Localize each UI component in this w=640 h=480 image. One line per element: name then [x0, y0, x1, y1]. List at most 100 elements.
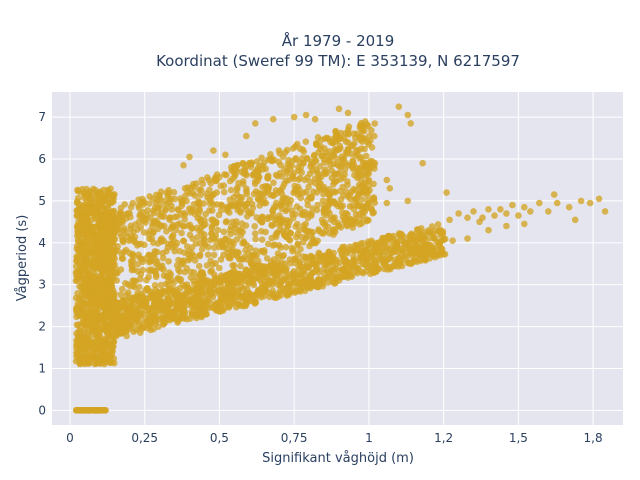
scatter-point: [354, 167, 362, 175]
scatter-point: [395, 103, 403, 110]
scatter-point: [75, 247, 83, 255]
scatter-point: [345, 217, 352, 225]
scatter-point: [292, 156, 300, 163]
scatter-point: [368, 127, 375, 134]
scatter-point: [243, 132, 250, 140]
scatter-point: [222, 297, 229, 304]
scatter-point: [304, 197, 311, 204]
x-tick-label: 1,2: [434, 431, 453, 445]
scatter-point: [147, 214, 154, 221]
scatter-point: [156, 299, 163, 306]
scatter-point: [441, 235, 449, 243]
scatter-point: [85, 271, 93, 279]
scatter-point: [317, 173, 325, 181]
scatter-point: [159, 254, 167, 262]
scatter-point: [195, 210, 202, 217]
scatter-point: [345, 123, 353, 130]
scatter-point: [485, 226, 492, 234]
scatter-point: [371, 120, 379, 127]
scatter-point: [176, 220, 183, 227]
scatter-point: [304, 284, 311, 291]
scatter-point: [103, 210, 110, 218]
scatter-point: [160, 272, 168, 279]
scatter-point: [195, 198, 202, 205]
scatter-point: [339, 253, 347, 260]
scatter-point: [158, 235, 165, 242]
scatter-point: [359, 239, 366, 247]
scatter-point: [294, 240, 302, 248]
scatter-point: [168, 206, 175, 213]
scatter-point: [476, 218, 483, 226]
scatter-point: [290, 113, 298, 121]
scatter-point: [379, 234, 387, 242]
scatter-point: [227, 223, 235, 230]
scatter-point: [217, 182, 224, 190]
scatter-point: [198, 245, 206, 253]
scatter-point: [193, 290, 200, 298]
scatter-point: [203, 190, 210, 197]
scatter-point: [198, 229, 205, 237]
scatter-point: [428, 223, 436, 230]
scatter-point: [108, 194, 116, 202]
scatter-point: [93, 321, 101, 329]
scatter-point: [170, 189, 178, 196]
scatter-point: [188, 308, 195, 316]
scatter-point: [317, 180, 325, 188]
scatter-point: [337, 187, 344, 195]
scatter-point: [155, 323, 162, 331]
scatter-point: [205, 243, 212, 251]
scatter-point: [327, 253, 334, 261]
scatter-point: [75, 327, 83, 335]
scatter-point: [146, 258, 153, 266]
scatter-point: [182, 283, 189, 290]
scatter-point: [195, 186, 203, 193]
scatter-point: [178, 306, 186, 314]
scatter-point: [344, 109, 352, 117]
scatter-point: [99, 269, 106, 276]
scatter-point: [136, 212, 143, 220]
scatter-point: [212, 306, 220, 314]
scatter-point: [407, 247, 414, 254]
scatter-point: [139, 217, 147, 225]
scatter-point: [129, 235, 136, 242]
scatter-point: [252, 235, 259, 243]
scatter-point: [107, 269, 115, 277]
scatter-point: [207, 198, 215, 205]
scatter-point: [104, 318, 111, 326]
scatter-point: [86, 299, 94, 307]
scatter-point: [251, 180, 259, 188]
scatter-point: [202, 210, 209, 218]
scatter-point: [365, 170, 373, 177]
scatter-point: [171, 195, 179, 203]
scatter-point: [117, 291, 124, 299]
scatter-point: [335, 132, 342, 140]
scatter-point: [370, 209, 378, 216]
scatter-point: [139, 258, 146, 266]
scatter-point: [84, 321, 92, 328]
scatter-point: [250, 254, 257, 261]
scatter-point: [332, 178, 339, 186]
scatter-point: [247, 210, 254, 217]
scatter-point: [171, 213, 179, 221]
scatter-point: [180, 257, 188, 264]
scatter-point: [302, 138, 310, 145]
scatter-point: [196, 216, 204, 224]
scatter-point: [108, 218, 115, 226]
scatter-point: [227, 186, 235, 194]
scatter-point: [455, 210, 462, 217]
scatter-point: [181, 268, 189, 276]
scatter-point: [290, 268, 298, 275]
scatter-point: [168, 234, 175, 241]
scatter-point: [289, 211, 296, 218]
scatter-point: [88, 349, 95, 356]
scatter-point: [134, 314, 141, 321]
scatter-point: [181, 211, 189, 219]
x-tick-label: 0,75: [281, 431, 308, 445]
scatter-point: [221, 291, 229, 298]
scatter-point: [331, 188, 338, 195]
scatter-point: [112, 247, 119, 254]
scatter-point: [199, 180, 207, 188]
scatter-point: [282, 207, 290, 215]
scatter-point: [374, 239, 382, 247]
scatter-point: [151, 250, 158, 257]
